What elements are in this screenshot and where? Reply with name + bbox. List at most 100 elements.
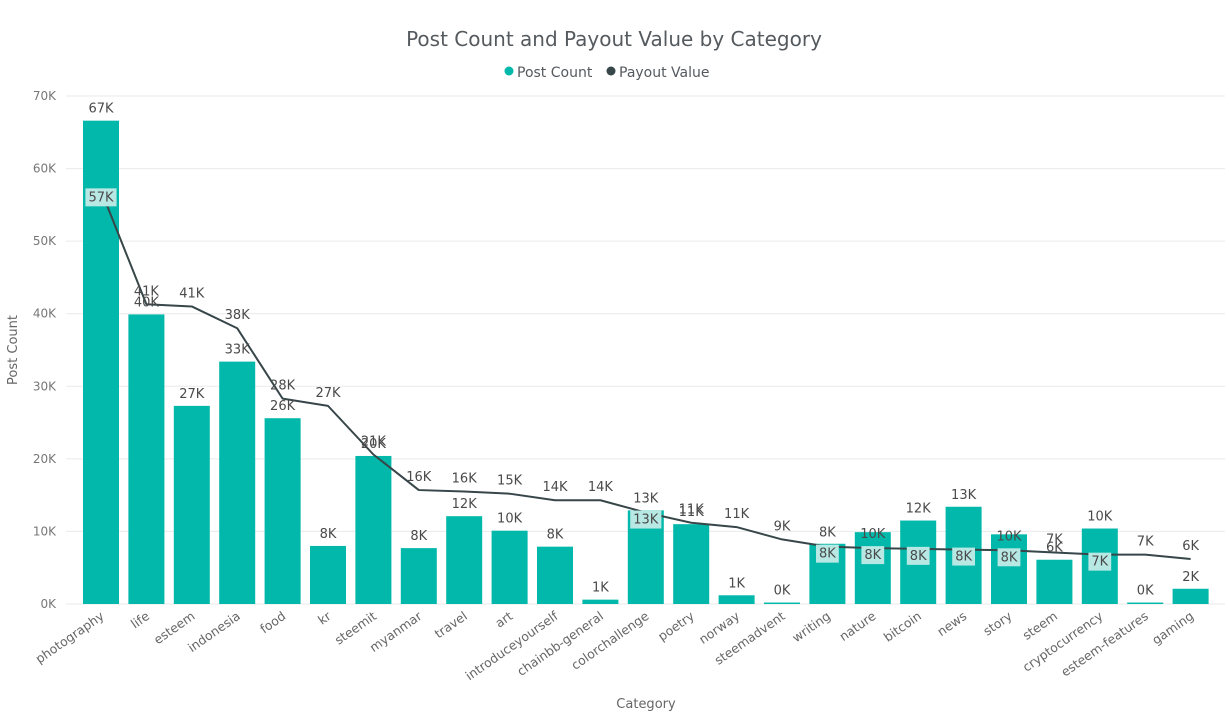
y-axis-title: Post Count (6, 315, 21, 385)
y-tick-label: 50K (33, 234, 57, 248)
bar-chainbb-general[interactable] (582, 599, 619, 604)
x-tick-label: art (492, 608, 515, 630)
x-tick-label: gaming (1149, 608, 1196, 647)
gridlines (66, 95, 1225, 605)
x-tick-label: writing (789, 608, 833, 645)
bar-steemadvent[interactable] (764, 602, 800, 604)
bar-value-label: 8K (547, 528, 564, 543)
x-tick-label: news (934, 608, 969, 639)
bar-value-label: 1K (728, 576, 745, 591)
line-value-label: 16K (406, 470, 432, 485)
line-value-label: 41K (179, 286, 205, 301)
bar-esteem[interactable] (173, 405, 210, 604)
line-label-background (630, 510, 662, 529)
bar-norway[interactable] (718, 595, 755, 604)
line-value-label: 14K (588, 480, 614, 495)
bar-value-label: 8K (320, 527, 337, 542)
y-tick-label: 40K (33, 307, 57, 321)
line-value-label: 16K (452, 472, 478, 487)
line-value-label: 9K (774, 519, 791, 534)
x-tick-label: food (257, 608, 288, 636)
bar-value-label: 11K (679, 505, 705, 520)
line-value-label: 38K (225, 308, 251, 323)
line-label-background (816, 544, 839, 563)
line-value-label: 8K (864, 548, 881, 563)
line-value-label: 57K (88, 190, 114, 205)
x-axis-title: Category (616, 697, 676, 712)
bar-story[interactable] (991, 534, 1027, 604)
bar-value-label: 10K (1087, 510, 1113, 525)
y-tick-label: 70K (33, 89, 57, 103)
x-tick-label: bitcoin (881, 608, 924, 645)
legend-label-post-count: Post Count (517, 65, 593, 81)
bar-value-label: 2K (1182, 570, 1199, 585)
line-label-background (952, 547, 975, 566)
line-label-background (997, 548, 1021, 567)
line-value-label: 7K (1046, 532, 1063, 547)
bar-travel[interactable] (446, 516, 483, 604)
bar-nature[interactable] (854, 532, 891, 604)
x-tick-label: story (980, 608, 1015, 639)
y-axis-ticks: 0K 10K 20K 30K 40K 50K 60K 70K (33, 89, 57, 611)
bar-life[interactable] (128, 314, 165, 604)
y-tick-label: 0K (40, 597, 57, 611)
bar-value-label: 67K (88, 102, 114, 117)
y-tick-label: 20K (33, 452, 57, 466)
bar-value-label: 13K (951, 488, 977, 503)
line-value-label: 11K (724, 507, 750, 522)
bar-introduceyourself[interactable] (537, 546, 573, 604)
line-value-label: 6K (1182, 539, 1199, 554)
line-label-background (906, 546, 930, 565)
bar-value-label: 10K (860, 527, 886, 542)
bar-value-label: 10K (996, 529, 1022, 544)
bar-value-label: 13K (633, 492, 659, 507)
bar-value-label: 40K (134, 295, 160, 310)
y-tick-label: 10K (33, 524, 57, 538)
line-value-label: 28K (270, 379, 296, 394)
bar-value-label: 12K (452, 497, 478, 512)
line-value-label: 8K (955, 550, 972, 565)
line-value-label: 8K (910, 549, 927, 564)
line-label-background (85, 188, 117, 207)
bar-value-label: 27K (179, 387, 205, 402)
legend-label-payout-value: Payout Value (619, 65, 710, 81)
bar-value-label: 1K (592, 581, 609, 596)
data-labels: 67K 40K 27K 33K 26K 8K 20K 8K 12K 10K 8K 1K 13K 11K 1K… (85, 102, 1199, 599)
x-tick-label: kr (315, 608, 334, 628)
bar-value-label: 26K (270, 399, 296, 414)
x-tick-label: life (128, 608, 152, 631)
bar-poetry[interactable] (673, 524, 710, 604)
bar-gaming[interactable] (1172, 588, 1209, 604)
line-value-label: 8K (819, 547, 836, 562)
x-tick-label: colorchallenge (568, 608, 652, 673)
bar-esteem-features[interactable] (1127, 602, 1164, 604)
bar-steemit[interactable] (355, 455, 392, 604)
legend-marker-post-count (504, 66, 514, 76)
line-value-label: 21K (361, 435, 387, 450)
x-tick-label: poetry (655, 608, 697, 644)
bar-kr[interactable] (310, 545, 346, 604)
bar-art[interactable] (491, 530, 528, 604)
bar-value-label: 8K (819, 526, 836, 541)
line-label-background (1088, 552, 1112, 571)
line-value-label: 27K (315, 386, 341, 401)
bar-steem[interactable] (1036, 559, 1073, 604)
x-tick-label: myanmar (367, 608, 426, 655)
y-tick-label: 60K (33, 162, 57, 176)
bar-value-label: 12K (906, 502, 932, 517)
bar-value-label: 20K (361, 437, 387, 452)
bar-value-label: 8K (410, 529, 427, 544)
line-value-label: 7K (1137, 535, 1154, 550)
x-tick-label: travel (432, 608, 470, 641)
line-value-label: 41K (134, 284, 160, 299)
bar-value-label: 0K (774, 584, 791, 599)
bar-food[interactable] (264, 418, 301, 604)
bar-myanmar[interactable] (400, 548, 437, 604)
chart-title: Post Count and Payout Value by Category (406, 27, 822, 51)
x-tick-label: nature (836, 608, 878, 644)
bar-indonesia[interactable] (219, 361, 256, 604)
line-value-label: 15K (497, 474, 523, 489)
bar-value-label: 0K (1137, 584, 1154, 599)
